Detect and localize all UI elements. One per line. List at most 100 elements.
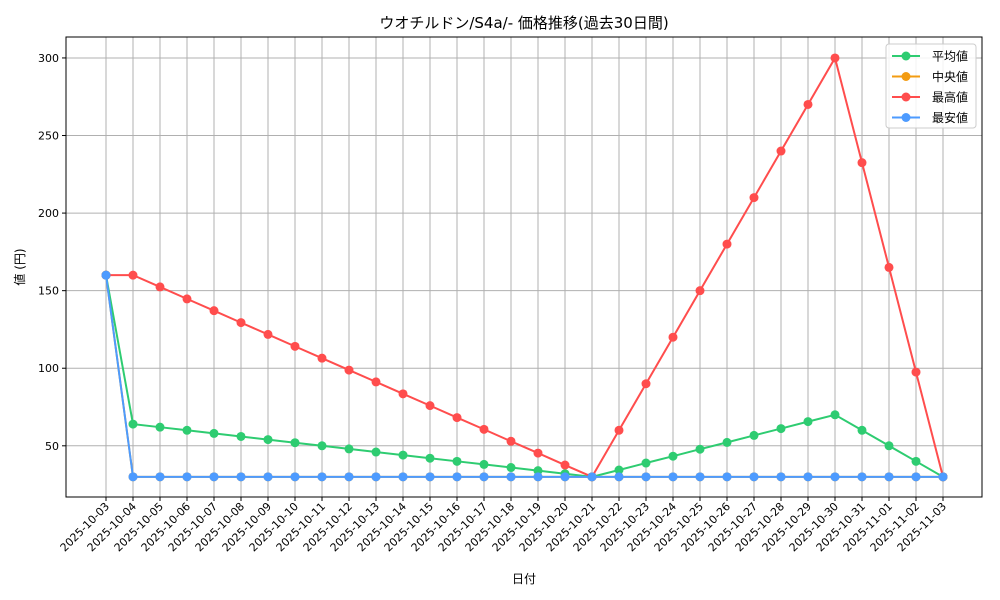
data-point <box>884 472 894 482</box>
series-line <box>106 55 944 479</box>
series-0 <box>101 270 948 482</box>
legend-box <box>885 43 977 129</box>
data-point <box>830 410 840 420</box>
data-point <box>722 437 732 447</box>
data-point <box>803 99 813 109</box>
legend-label: 平均値 <box>932 49 968 64</box>
data-point <box>452 456 462 466</box>
data-point <box>317 353 327 363</box>
data-point <box>290 472 300 482</box>
data-point <box>506 463 516 473</box>
data-point <box>317 441 327 451</box>
data-point <box>155 472 165 482</box>
data-point <box>344 444 354 454</box>
data-point <box>776 424 786 434</box>
y-tick-label: 300 <box>38 52 59 65</box>
data-point <box>101 270 111 280</box>
data-point <box>425 401 435 411</box>
chart-title: ウオチルドン/S4a/- 価格推移(過去30日間) <box>379 14 668 32</box>
data-point <box>155 282 165 292</box>
data-point <box>884 441 894 451</box>
data-point <box>479 472 489 482</box>
data-point <box>452 413 462 423</box>
data-point <box>479 424 489 434</box>
data-point <box>236 472 246 482</box>
data-point <box>290 341 300 351</box>
data-point <box>911 367 921 377</box>
data-point <box>614 425 624 435</box>
data-point <box>506 436 516 446</box>
y-tick-label: 250 <box>38 130 59 143</box>
data-point <box>695 472 705 482</box>
data-point <box>830 53 840 63</box>
data-point <box>479 459 489 469</box>
y-tick-label: 50 <box>45 440 59 453</box>
data-point <box>641 472 651 482</box>
legend-marker <box>901 92 911 102</box>
data-point <box>209 428 219 438</box>
data-point <box>560 460 570 470</box>
series-line <box>105 274 944 478</box>
data-point <box>398 389 408 399</box>
series-1 <box>101 270 948 482</box>
data-point <box>695 444 705 454</box>
data-point <box>425 453 435 463</box>
data-point <box>722 472 732 482</box>
series-3 <box>101 270 948 482</box>
legend-marker <box>901 72 911 81</box>
data-point <box>452 472 462 482</box>
x-axis: 2025-10-032025-10-042025-10-052025-10-06… <box>58 497 949 554</box>
data-point <box>776 146 786 156</box>
data-point <box>641 458 651 468</box>
data-point <box>857 425 867 435</box>
data-point <box>290 438 300 448</box>
data-point <box>668 451 678 461</box>
data-point <box>236 318 246 328</box>
data-point <box>425 472 435 482</box>
data-point <box>749 193 759 203</box>
data-point <box>587 472 597 482</box>
data-point <box>776 472 786 482</box>
data-point <box>182 425 192 435</box>
data-point <box>371 377 381 387</box>
y-axis-label: 値 (円) <box>12 248 27 285</box>
y-axis: 50 100 150 200 250 300 <box>38 52 66 453</box>
plot-frame <box>65 36 983 498</box>
y-tick-label: 150 <box>38 285 59 298</box>
data-point <box>803 472 813 482</box>
data-point <box>371 472 381 482</box>
data-point <box>263 329 273 339</box>
data-point <box>668 332 678 342</box>
data-point <box>236 431 246 441</box>
data-point <box>749 472 759 482</box>
data-point <box>911 456 921 466</box>
data-point <box>128 419 138 429</box>
legend-label: 最安値 <box>932 110 968 125</box>
data-point <box>155 422 165 432</box>
y-tick-label: 100 <box>38 362 59 375</box>
legend-marker <box>901 113 911 122</box>
data-point <box>560 472 570 482</box>
data-point <box>533 448 543 458</box>
data-point <box>533 466 543 476</box>
data-point <box>722 239 732 249</box>
data-point <box>938 472 948 482</box>
data-point <box>911 472 921 482</box>
data-point <box>344 472 354 482</box>
legend-label: 中央値 <box>932 69 968 84</box>
data-point <box>506 472 516 482</box>
y-tick-label: 200 <box>38 207 59 220</box>
data-point <box>317 472 327 482</box>
data-point <box>695 286 705 296</box>
data-point <box>344 365 354 375</box>
series-2 <box>101 53 948 482</box>
data-point <box>209 306 219 316</box>
data-point <box>263 435 273 445</box>
data-point <box>182 294 192 304</box>
series-layer <box>101 53 948 482</box>
legend-marker <box>901 51 911 61</box>
data-point <box>182 472 192 482</box>
